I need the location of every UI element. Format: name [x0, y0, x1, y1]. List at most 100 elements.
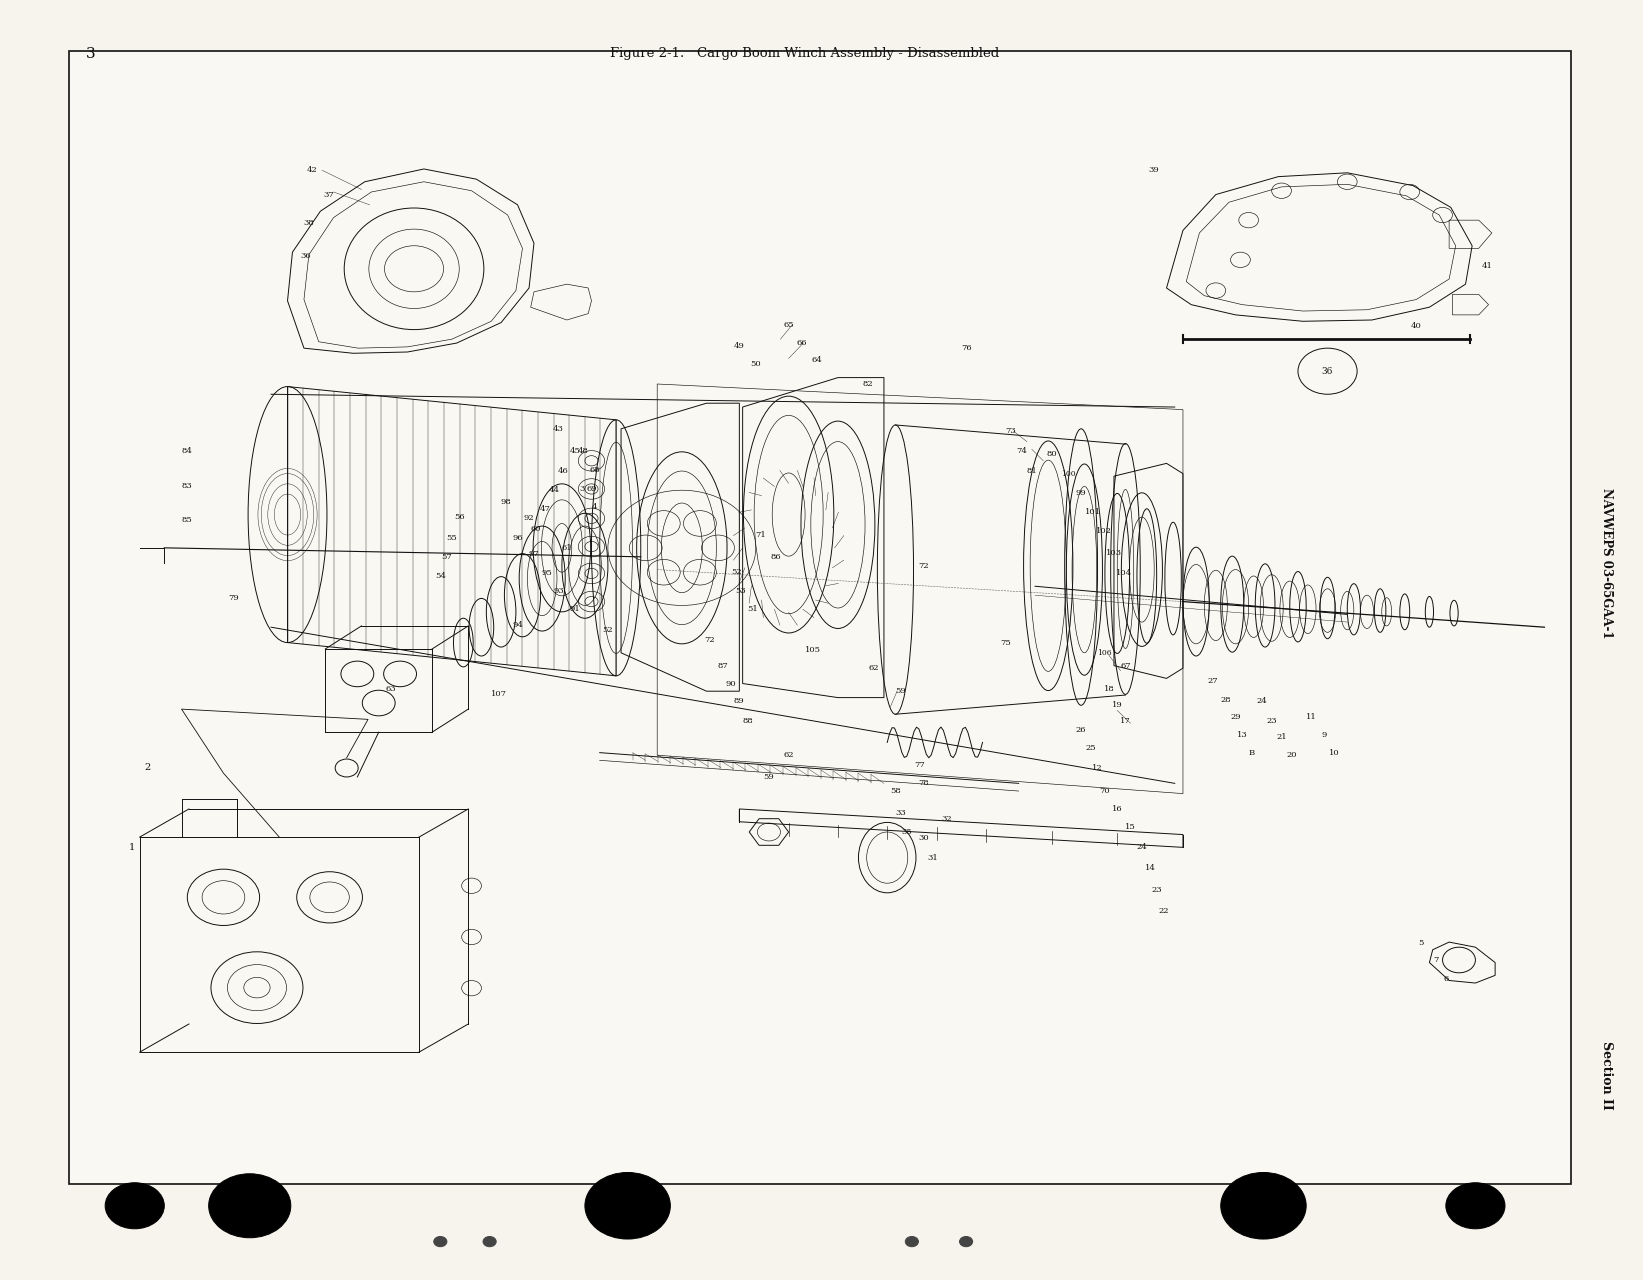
- Text: 85: 85: [182, 516, 192, 524]
- Text: Section II: Section II: [1600, 1041, 1613, 1110]
- Text: 27: 27: [1208, 677, 1217, 685]
- Text: 81: 81: [1027, 467, 1037, 475]
- Circle shape: [209, 1174, 291, 1238]
- Text: 83: 83: [182, 483, 192, 490]
- Text: 48: 48: [578, 447, 588, 454]
- Text: 24: 24: [1257, 698, 1267, 705]
- Text: 59: 59: [764, 773, 774, 781]
- Text: 106: 106: [1098, 649, 1111, 657]
- Text: 42: 42: [307, 166, 317, 174]
- Text: 7: 7: [1433, 956, 1439, 964]
- Text: 28: 28: [1221, 696, 1231, 704]
- Text: 89: 89: [734, 698, 744, 705]
- Text: 69: 69: [587, 485, 596, 493]
- Text: 36: 36: [1323, 366, 1332, 376]
- Text: 58: 58: [891, 787, 900, 795]
- Circle shape: [960, 1236, 973, 1247]
- Text: 100: 100: [1061, 470, 1075, 477]
- Text: 52: 52: [731, 568, 741, 576]
- Text: 17: 17: [1121, 717, 1130, 724]
- Text: 72: 72: [705, 636, 715, 644]
- Text: 74: 74: [1017, 447, 1027, 454]
- Circle shape: [483, 1236, 496, 1247]
- Text: 68: 68: [590, 466, 600, 474]
- Text: 41: 41: [1482, 262, 1492, 270]
- Text: 49: 49: [734, 342, 744, 349]
- Text: 30: 30: [918, 835, 928, 842]
- Text: 18: 18: [1104, 685, 1114, 692]
- Text: 52: 52: [603, 626, 613, 634]
- Text: 47: 47: [541, 506, 550, 513]
- Text: 78: 78: [918, 780, 928, 787]
- Text: 1: 1: [128, 842, 135, 852]
- Text: 53: 53: [736, 588, 746, 595]
- Text: 75: 75: [1001, 639, 1010, 646]
- Text: 21: 21: [1277, 733, 1286, 741]
- Text: 40: 40: [1411, 323, 1421, 330]
- Circle shape: [434, 1236, 447, 1247]
- Text: 24: 24: [1137, 844, 1147, 851]
- Text: 61: 61: [562, 544, 572, 552]
- Circle shape: [1221, 1172, 1306, 1239]
- Text: 45: 45: [570, 447, 580, 454]
- Text: 105: 105: [805, 646, 822, 654]
- Text: 60: 60: [531, 525, 541, 532]
- Text: 104: 104: [1116, 570, 1132, 577]
- Text: NAVWEPS 03-65GAA-1: NAVWEPS 03-65GAA-1: [1600, 488, 1613, 639]
- Text: 10: 10: [1329, 749, 1339, 756]
- Text: B: B: [1249, 749, 1255, 756]
- Text: 92: 92: [524, 515, 534, 522]
- Text: 56: 56: [455, 513, 465, 521]
- Text: 80: 80: [1047, 451, 1056, 458]
- Text: 65: 65: [784, 321, 794, 329]
- Text: 87: 87: [718, 662, 728, 669]
- Text: 59: 59: [895, 687, 905, 695]
- Text: 14: 14: [1145, 864, 1155, 872]
- Text: 76: 76: [961, 344, 971, 352]
- Text: 29: 29: [1231, 713, 1240, 721]
- Text: 33: 33: [895, 809, 905, 817]
- Text: 70: 70: [1099, 787, 1109, 795]
- Circle shape: [905, 1236, 918, 1247]
- Text: 15: 15: [1125, 823, 1135, 831]
- Text: 11: 11: [1306, 713, 1316, 721]
- Text: 99: 99: [1076, 489, 1086, 497]
- Text: 94: 94: [513, 621, 522, 628]
- Text: 67: 67: [1121, 662, 1130, 669]
- Bar: [69, 51, 1571, 1184]
- Text: 88: 88: [743, 717, 752, 724]
- Text: 31: 31: [928, 854, 938, 861]
- Circle shape: [105, 1183, 164, 1229]
- Text: Figure 2-1.   Cargo Boom Winch Assembly - Disassembled: Figure 2-1. Cargo Boom Winch Assembly - …: [611, 47, 999, 60]
- Text: 82: 82: [863, 380, 872, 388]
- Text: 38: 38: [304, 219, 314, 227]
- Text: 35: 35: [902, 828, 912, 836]
- Text: 66: 66: [797, 339, 807, 347]
- Text: 37: 37: [324, 191, 334, 198]
- Text: 57: 57: [442, 553, 452, 561]
- Text: 103: 103: [1106, 549, 1122, 557]
- Text: 51: 51: [748, 605, 757, 613]
- Text: 2: 2: [145, 763, 151, 773]
- Text: 26: 26: [1076, 726, 1086, 733]
- Text: 98: 98: [501, 498, 511, 506]
- Text: 102: 102: [1096, 527, 1112, 535]
- Text: 12: 12: [1093, 764, 1102, 772]
- Text: 20: 20: [1286, 751, 1296, 759]
- Text: 91: 91: [570, 605, 580, 613]
- Text: 95: 95: [542, 570, 552, 577]
- Text: 50: 50: [751, 360, 761, 367]
- Text: 36: 36: [301, 252, 311, 260]
- Text: 44: 44: [549, 486, 559, 494]
- Text: 63: 63: [386, 685, 396, 692]
- Text: 96: 96: [513, 534, 522, 541]
- Text: 101: 101: [1084, 508, 1101, 516]
- Text: 90: 90: [726, 680, 736, 687]
- Text: 62: 62: [869, 664, 879, 672]
- Text: 19: 19: [1112, 701, 1122, 709]
- Text: 43: 43: [554, 425, 564, 433]
- Text: 86: 86: [771, 553, 780, 561]
- Text: 13: 13: [1237, 731, 1247, 739]
- Text: 46: 46: [559, 467, 568, 475]
- Circle shape: [585, 1172, 670, 1239]
